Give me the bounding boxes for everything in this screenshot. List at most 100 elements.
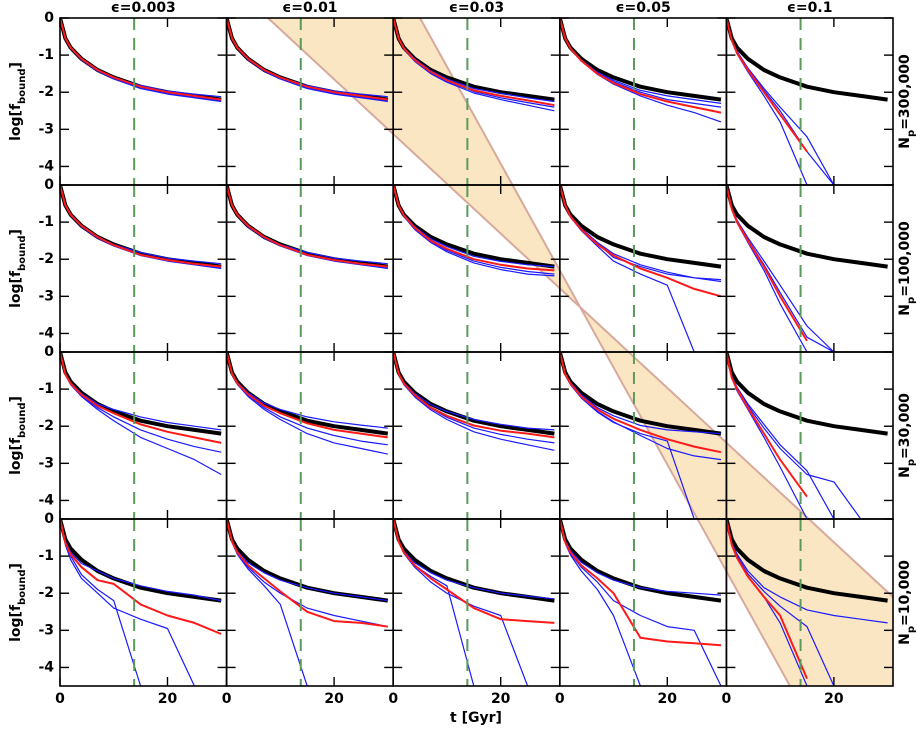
x-tick-label: 0 (222, 691, 232, 707)
mean-curve (559, 18, 722, 114)
y-axis-label: log[fbound] (8, 396, 28, 475)
x-tick-label: 20 (324, 691, 344, 707)
panel-frame (558, 17, 728, 186)
y-tick-label: 0 (44, 177, 54, 193)
y-tick-label: -3 (38, 288, 54, 304)
label-part: =100,000 (897, 221, 913, 297)
run-curve (393, 519, 529, 686)
run-curve (60, 352, 222, 431)
column-title: ϵ=0.01 (282, 0, 337, 16)
x-tick-label: 20 (158, 691, 178, 707)
model-curve (726, 18, 888, 102)
x-tick-label: 20 (491, 691, 511, 707)
run-curve (559, 519, 722, 596)
x-axis-label: t [Gyr] (450, 710, 502, 726)
panel-frame (558, 518, 728, 687)
run-curve (393, 519, 475, 686)
label-part: N (897, 633, 913, 645)
mean-curve (393, 352, 555, 439)
label-subscript: p (906, 297, 917, 304)
run-curve (393, 352, 555, 451)
x-tick-label: 20 (658, 691, 678, 707)
panel-frame (725, 17, 894, 186)
panel-frame (392, 518, 561, 687)
y-tick-label: -3 (38, 455, 54, 471)
y-tick-label: -1 (38, 47, 54, 63)
y-tick-label: -1 (38, 214, 54, 230)
row-label: Np=100,000 (897, 221, 917, 316)
run-curve (226, 352, 388, 455)
mean-curve (726, 519, 808, 679)
label-part: log[f (8, 103, 24, 141)
y-axis-label: log[fbound] (8, 229, 28, 308)
panel-frame (59, 351, 228, 520)
y-tick-label: 0 (44, 511, 54, 527)
label-part: N (897, 466, 913, 478)
model-curve (726, 519, 888, 603)
mean-curve (393, 519, 555, 624)
run-curve (559, 519, 641, 686)
mean-curve (726, 352, 808, 498)
run-curve (726, 18, 808, 185)
model-curve (60, 352, 222, 436)
mean-curve (226, 185, 388, 268)
mean-curve (60, 18, 222, 101)
run-curve (60, 519, 142, 686)
mean-curve (60, 185, 222, 268)
label-subscript: bound (17, 570, 28, 605)
y-axis-label: log[fbound] (8, 62, 28, 141)
y-tick-label: -2 (38, 84, 54, 100)
label-subscript: bound (17, 403, 28, 438)
panel-frame (59, 518, 228, 687)
plots (60, 18, 888, 686)
x-tick-label: 0 (55, 691, 65, 707)
label-part: ] (8, 62, 24, 68)
label-subscript: p (906, 459, 917, 466)
y-tick-label: -2 (38, 585, 54, 601)
y-tick-label: -4 (38, 492, 54, 508)
label-part: =10,000 (897, 560, 913, 626)
label-part: log[f (8, 437, 24, 475)
model-curve (726, 352, 888, 436)
label-part: ] (8, 563, 24, 569)
x-tick-label: 0 (388, 691, 398, 707)
mean-curve (726, 185, 808, 342)
row-label: Np=300,000 (897, 54, 917, 149)
label-part: =30,000 (897, 393, 913, 459)
label-part: log[f (8, 270, 24, 308)
x-tick-label: 0 (555, 691, 565, 707)
run-curve (226, 185, 388, 265)
mean-curve (559, 185, 722, 298)
label-part: log[f (8, 604, 24, 642)
panel-frame (59, 184, 228, 353)
mean-curve (559, 519, 722, 647)
run-curve (60, 519, 195, 686)
label-part: N (897, 137, 913, 149)
mean-curve (393, 185, 555, 272)
model-curve (226, 352, 389, 436)
model-curve (559, 519, 722, 603)
column-title: ϵ=0.1 (787, 0, 833, 16)
mean-curve (726, 18, 808, 153)
panel-frame (725, 518, 894, 687)
y-tick-label: 0 (44, 344, 54, 360)
panel-frame (225, 184, 395, 353)
run-curve (726, 18, 835, 185)
run-curve (60, 18, 222, 98)
column-title: ϵ=0.05 (615, 0, 670, 16)
y-tick-label: -4 (38, 325, 54, 341)
label-subscript: bound (17, 236, 28, 271)
label-subscript: p (906, 130, 917, 137)
y-tick-label: -1 (38, 548, 54, 564)
label-part: ] (8, 396, 24, 402)
run-curve (559, 185, 695, 352)
label-part: ] (8, 229, 24, 235)
y-tick-label: 0 (44, 10, 54, 26)
column-title: ϵ=0.003 (111, 0, 176, 16)
row-label: Np=10,000 (897, 560, 917, 645)
mean-curve (60, 519, 222, 635)
run-curve (60, 352, 222, 476)
mean-curve (393, 18, 555, 107)
panel-frame (225, 518, 395, 687)
run-curve (559, 519, 722, 686)
